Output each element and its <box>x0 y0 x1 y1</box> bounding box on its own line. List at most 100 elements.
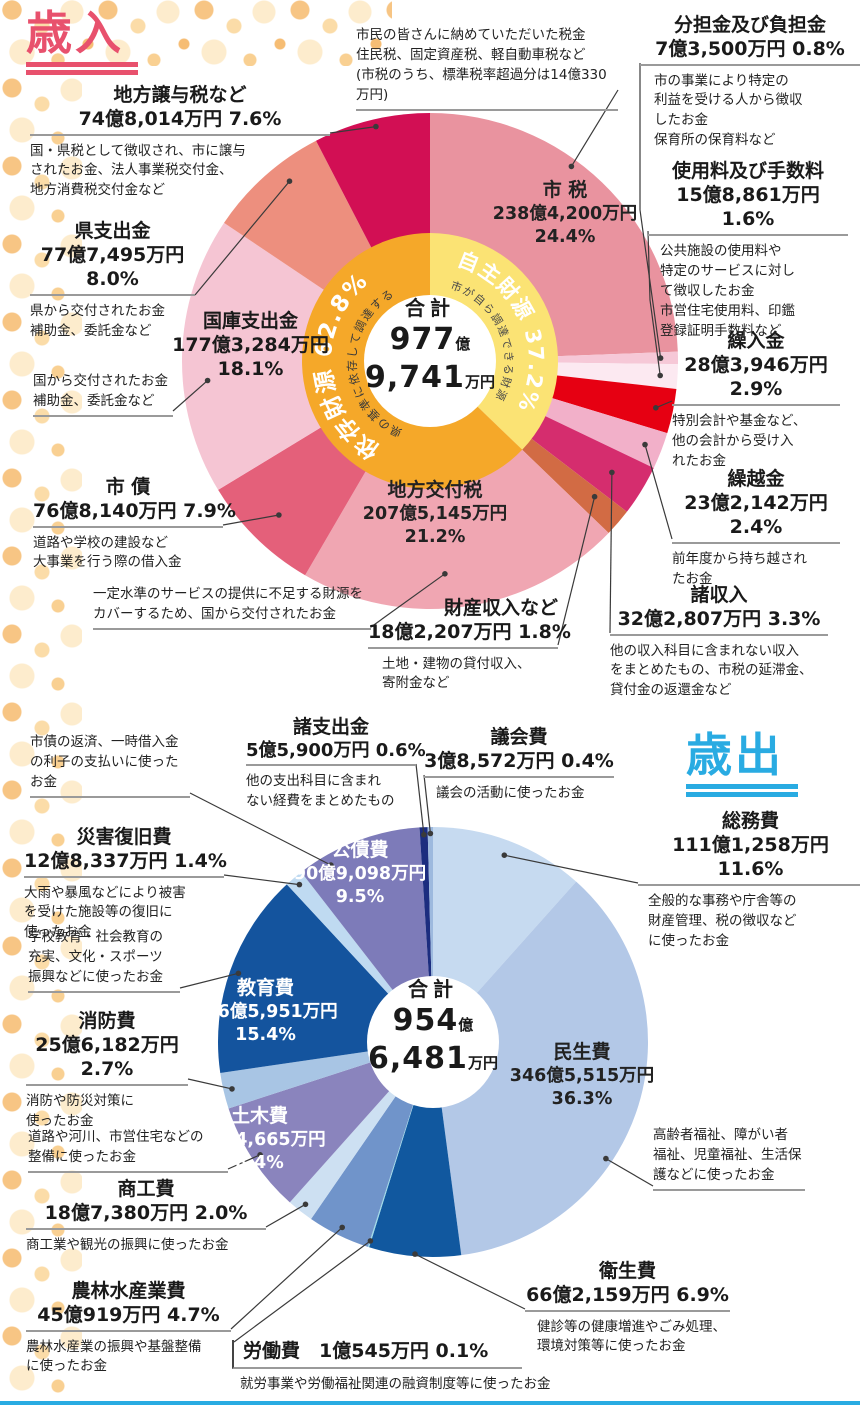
revenue-segment-10-leader-line <box>194 180 290 296</box>
expenditure-segment-9-leader-line <box>223 874 300 886</box>
pie-label-minseihi: 民生費 346億5,515万円 36.3% <box>509 1041 655 1110</box>
callout-kokko: 国庫支出金 177億3,284万円 18.1% <box>172 310 329 380</box>
revenue-segment-2-leader-dot <box>657 372 663 379</box>
revenue-segment-5-leader-dot <box>609 469 615 476</box>
expenditure-total-oku: 954億 <box>392 1003 474 1038</box>
revenue-segment-4-leader-line <box>644 444 673 540</box>
pie-label-chihoukoufuzei: 地方交付税 207億5,145万円 21.2% <box>362 479 508 548</box>
expenditure-segment-3-leader-line <box>233 1240 371 1343</box>
revenue-segment-9-leader-dot <box>204 377 211 384</box>
callout-kosaihi-note: 市債の返済、一時借入金 の利子の支払いに使った お金 <box>30 733 190 798</box>
expenditure-total: 合計 954億 6,481万円 <box>363 977 503 1077</box>
expenditure-segment-0-leader-line <box>504 854 639 884</box>
expenditure-segment-11-leader-dot <box>421 831 427 838</box>
callout-norinsuisangyohi: 農林水産業費 45億919万円 4.7% 農林水産業の振興や基盤整備 に使ったお… <box>26 1280 231 1377</box>
expenditure-segment-5-leader-line <box>265 1203 306 1228</box>
revenue-total-oku: 977億 <box>389 322 471 357</box>
revenue-segment-2-leader-line <box>647 230 661 376</box>
expenditure-title-text: 歳出 <box>686 728 784 782</box>
revenue-total-label: 合計 <box>405 296 455 320</box>
callout-gikaihi: 議会費 3億8,572万円 0.4% 議会の活動に使ったお金 <box>424 726 614 801</box>
callout-shiyoryo: 使用料及び手数料 15億8,861万円 1.6% 公共施設の使用料や 特定のサー… <box>648 160 848 342</box>
expenditure-title-underline-1 <box>686 783 798 789</box>
revenue-segment-11-leader-line <box>329 126 376 134</box>
callout-saigaifukkyuhi: 災害復旧費 12億8,337万円 1.4% 大雨や暴風などにより被害 を受けた施… <box>24 826 227 941</box>
pie-label-kosaihi: 公債費 90億9,098万円 9.5% <box>293 839 427 908</box>
expenditure-segment-1-wedge <box>433 881 648 1256</box>
revenue-title-text: 歳入 <box>26 6 124 60</box>
expenditure-segment-4-leader-dot <box>339 1224 346 1231</box>
expenditure-segment-7-leader-line <box>187 1078 233 1090</box>
expenditure-segment-10-leader-dot <box>328 862 334 868</box>
revenue-title-underline-1 <box>26 61 138 67</box>
callout-shoshishutsukin: 諸支出金 5億5,900万円 0.6% 他の支出科目に含まれ ない経費をまとめた… <box>246 716 426 810</box>
expenditure-segment-4-leader-line <box>230 1226 343 1330</box>
callout-buntankin: 分担金及び負担金 7億3,500万円 0.8% 市の事業により特定の 利益を受け… <box>640 14 860 151</box>
callout-kyoikuhi-note: 学校教育・社会教育の 充実、文化・スポーツ 振興などに使ったお金 <box>28 928 180 993</box>
callout-minseihi-note: 高齢者福祉、障がい者 福祉、児童福祉、生活保 護などに使ったお金 <box>653 1126 805 1191</box>
revenue-inner-ring-0 <box>430 232 559 450</box>
revenue-segment-7-leader-line <box>370 573 446 628</box>
expenditure-segment-3-leader-dot <box>367 1238 374 1244</box>
pie-label-kyoikuhi: 教育費 146億5,951万円 15.4% <box>193 977 338 1046</box>
revenue-title: 歳入 <box>26 8 138 75</box>
callout-kokko-note: 国から交付されたお金 補助金、委託金など <box>33 372 173 417</box>
expenditure-segment-8-leader-dot <box>235 970 242 977</box>
expenditure-title: 歳出 <box>686 730 798 797</box>
revenue-segment-8-leader-line <box>222 514 280 526</box>
expenditure-segment-9-leader-dot <box>296 881 303 888</box>
callout-kurikoshikin: 繰越金 23億2,142万円 2.4% 前年度から持ち越され たお金 <box>672 468 840 590</box>
expenditure-center-hole <box>367 976 499 1108</box>
callout-koufuzei-note: 一定水準のサービスの提供に不足する財源を カバーするため、国から交付されたお金 <box>93 585 371 630</box>
callout-kurirekin: 繰入金 28億3,946万円 2.9% 特別会計や基金など、 他の会計から受け入… <box>672 330 840 472</box>
revenue-segment-6-leader-line <box>557 496 596 646</box>
expenditure-total-man: 6,481万円 <box>368 1040 498 1076</box>
expenditure-segment-2-leader-line <box>414 1253 526 1310</box>
expenditure-segment-12-leader-line <box>423 774 431 834</box>
expenditure-segment-11-leader-line <box>415 763 425 835</box>
callout-shokohi: 商工費 18億7,380万円 2.0% 商工業や観光の振興に使ったお金 <box>26 1178 266 1255</box>
revenue-segment-11-leader-dot <box>373 123 379 130</box>
callout-dobokuhi-note: 道路や河川、市営住宅などの 整備に使ったお金 <box>28 1128 228 1173</box>
callout-shisai: 市 債 76億8,140万円 7.9% 道路や学校の建設など 大事業を行う際の借… <box>33 476 236 571</box>
expenditure-segment-10-leader-line <box>189 792 332 866</box>
revenue-segment-3-leader-dot <box>653 405 659 411</box>
callout-shobohi: 消防費 25億6,182万円 2.7% 消防や防災対策に 使ったお金 <box>26 1010 188 1132</box>
callout-zaisanshunyu: 財産収入など 18億2,207万円 1.8% 土地・建物の貸付収入、 寄附金など <box>368 597 571 692</box>
revenue-segment-1-leader-dot <box>657 355 664 361</box>
expenditure-title-underline-2 <box>686 791 798 797</box>
expenditure-segment-1-leader-line <box>605 1158 654 1187</box>
callout-shoshunyu: 諸収入 32億2,807万円 3.3% 他の収入科目に含まれない収入 をまとめた… <box>610 584 828 701</box>
callout-eiseihi: 衛生費 66億2,159万円 6.9% 健診等の健康増進やごみ処理、 環境対策等… <box>525 1260 730 1355</box>
expenditure-segment-12-leader-dot <box>427 830 434 837</box>
revenue-total-man: 9,741万円 <box>365 359 495 395</box>
expenditure-segment-6-leader-line <box>227 1154 261 1170</box>
revenue-segment-7-leader-dot <box>442 571 448 577</box>
callout-shizei-note: 市民の皆さんに納めていただいた税金 住民税、固定資産税、軽自動車税など (市税の… <box>356 26 618 111</box>
pie-label-shizei: 市 税 238億4,200万円 24.4% <box>492 179 638 248</box>
revenue-total: 合計 977億 9,741万円 <box>360 296 500 396</box>
expenditure-segment-2-leader-dot <box>412 1251 418 1257</box>
revenue-segment-8-leader-dot <box>276 512 282 518</box>
revenue-segment-0-leader-dot <box>568 163 575 170</box>
callout-rodohi: 労働費 1億545万円 0.1% 就労事業や労働福祉関連の融資制度等に使ったお金 <box>232 1340 551 1395</box>
revenue-segment-0-leader-line <box>570 89 619 167</box>
revenue-segment-3-leader-line <box>655 400 673 409</box>
revenue-segment-9-leader-line <box>172 380 208 412</box>
revenue-segment-1-leader-line <box>639 63 662 359</box>
expenditure-segment-6-leader-dot <box>257 1152 263 1158</box>
expenditure-total-label: 合計 <box>408 977 458 1001</box>
pie-label-dobokuhi: 土木費 80億4,665万円 8.4% <box>193 1105 326 1174</box>
expenditure-segment-0-leader-dot <box>501 852 508 858</box>
expenditure-segment-1-leader-dot <box>603 1155 609 1162</box>
revenue-center-hole <box>364 295 496 427</box>
callout-chihojoyozei: 地方譲与税など 74億8,014万円 7.6% 国・県税として徴収され、市に譲与… <box>30 84 330 201</box>
expenditure-segment-7-leader-dot <box>229 1086 235 1092</box>
revenue-segment-6-leader-dot <box>591 493 598 500</box>
revenue-segment-10-leader-dot <box>286 178 293 184</box>
expenditure-segment-8-leader-line <box>179 972 239 989</box>
revenue-segment-5-leader-line <box>609 472 613 634</box>
callout-somuhi: 総務費 111億1,258万円 11.6% 全般的な事務や庁舎等の 財産管理、税… <box>638 810 860 952</box>
